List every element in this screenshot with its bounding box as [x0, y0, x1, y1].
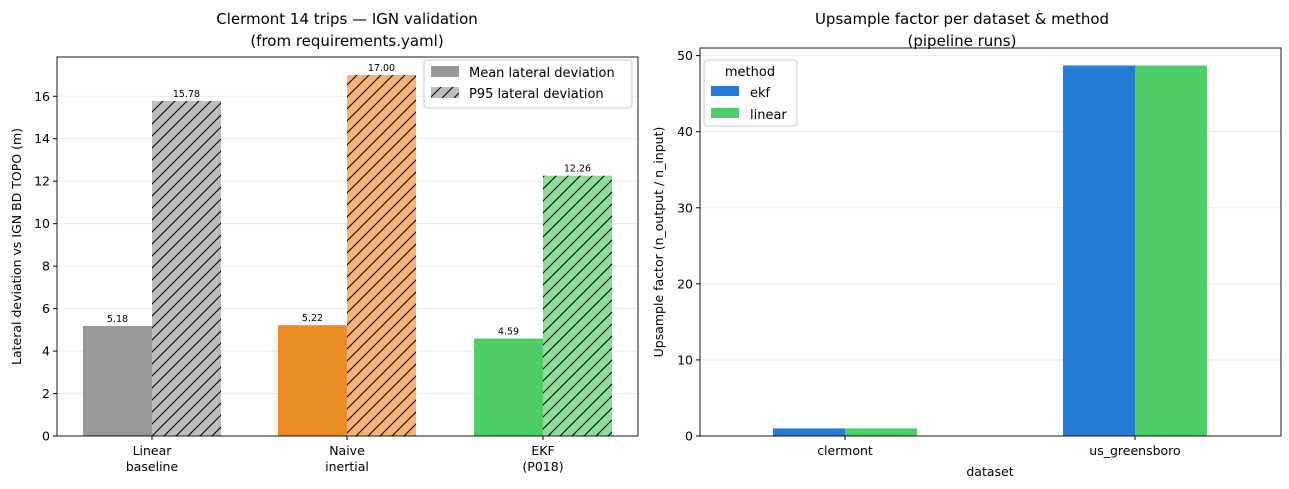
chart2-title: Upsample factor per dataset & method	[815, 10, 1109, 28]
data-label-mean: 5.22	[302, 313, 323, 324]
bar-linear	[845, 428, 917, 436]
legend-title: method	[725, 65, 775, 80]
chart2-ytick-label: 50	[677, 48, 693, 63]
chart2-legend: method ekf linear	[703, 59, 798, 127]
data-label-p95: 15.78	[173, 89, 200, 100]
chart1-ytick-label: 4	[42, 344, 50, 359]
chart2-ytick-label: 30	[677, 200, 693, 215]
data-label-mean: 4.59	[498, 327, 519, 338]
bar-p95-hatch	[347, 75, 416, 437]
bar-mean	[278, 325, 347, 436]
chart2-xtick-label: us_greensboro	[1089, 443, 1180, 458]
upsample-factor-chart: Upsample factor per dataset & method (pi…	[651, 10, 1282, 479]
data-label-p95: 12.26	[564, 164, 591, 175]
chart1-ytick-label: 10	[34, 216, 50, 231]
chart2-ytick-label: 20	[677, 276, 693, 291]
chart2-xtick-label: clermont	[817, 443, 873, 458]
chart2-plot-frame	[699, 47, 1282, 437]
chart2-ylabel: Upsample factor (n_output / n_input)	[651, 127, 666, 358]
chart1-title: Clermont 14 trips — IGN validation	[216, 10, 478, 28]
chart2-ytick-label: 0	[685, 429, 693, 444]
chart1-ytick-label: 16	[34, 89, 50, 104]
chart2-xlabel: dataset	[966, 464, 1013, 479]
chart1-ytick-label: 2	[42, 386, 50, 401]
legend-swatch-ekf	[711, 86, 739, 96]
bar-p95-hatch	[543, 175, 612, 436]
legend-swatch-p95-hatch	[431, 87, 459, 98]
bar-p95-hatch	[152, 100, 221, 436]
bar-linear	[1135, 65, 1207, 436]
bar-ekf	[773, 428, 845, 436]
chart1-xtick-label: (P018)	[522, 459, 563, 474]
chart1-ytick-label: 0	[42, 429, 50, 444]
chart1-ytick-label: 8	[42, 259, 50, 274]
legend-label-ekf: ekf	[750, 86, 771, 101]
legend-swatch-linear	[711, 108, 739, 118]
data-label-mean: 5.18	[107, 314, 128, 325]
chart1-xtick-label: inertial	[325, 459, 369, 474]
chart1-ytick-label: 6	[42, 301, 50, 316]
data-label-p95: 17.00	[368, 63, 395, 74]
chart1-ytick-label: 12	[34, 174, 50, 189]
bar-mean	[83, 326, 152, 436]
legend-label-p95: P95 lateral deviation	[469, 87, 604, 102]
legend-swatch-mean	[431, 66, 459, 77]
chart1-ytick-label: 14	[34, 131, 50, 146]
chart1-ylabel: Lateral deviation vs IGN BD TOPO (m)	[9, 128, 24, 365]
bar-mean	[474, 338, 543, 436]
chart2-subtitle: (pipeline runs)	[908, 32, 1017, 50]
legend-label-linear: linear	[750, 108, 787, 123]
chart1-subtitle: (from requirements.yaml)	[250, 32, 443, 50]
legend-label-mean: Mean lateral deviation	[469, 66, 615, 81]
chart1-xtick-label: EKF	[531, 443, 554, 458]
chart1-xtick-label: Linear	[133, 443, 173, 458]
chart1-xtick-label: Naive	[329, 443, 365, 458]
chart2-ytick-label: 10	[677, 352, 693, 367]
chart1-xtick-label: baseline	[126, 459, 179, 474]
bar-ekf	[1063, 65, 1135, 436]
chart1-legend: Mean lateral deviation P95 lateral devia…	[423, 59, 633, 109]
lateral-deviation-chart: Clermont 14 trips — IGN validation (from…	[9, 10, 639, 474]
chart2-ytick-label: 40	[677, 124, 693, 139]
